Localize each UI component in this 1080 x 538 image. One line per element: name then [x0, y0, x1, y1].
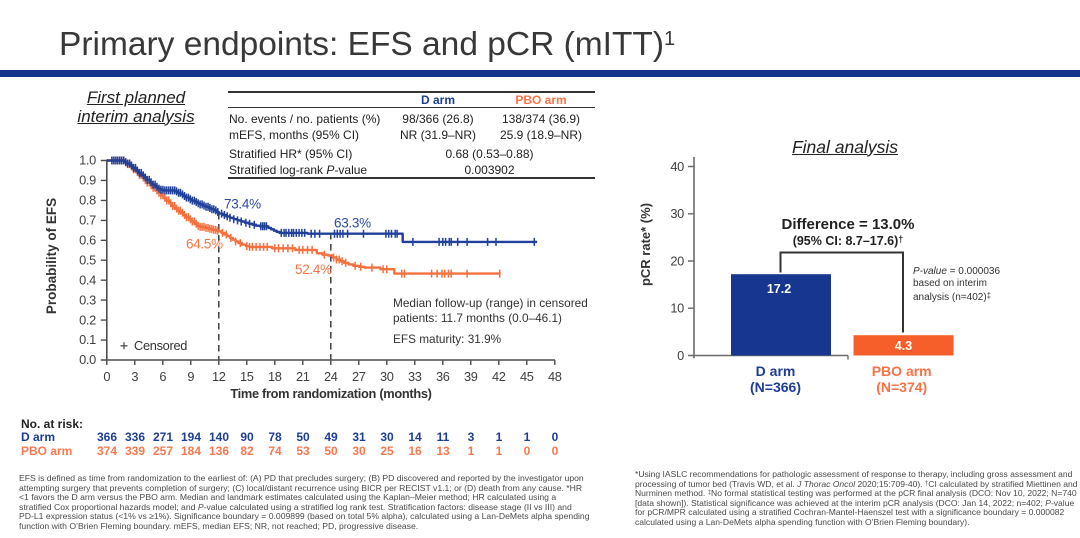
svg-text:15: 15 [240, 369, 254, 384]
svg-text:Probability of EFS: Probability of EFS [44, 198, 59, 314]
svg-text:27: 27 [352, 369, 366, 384]
svg-text:0.6: 0.6 [79, 233, 96, 248]
svg-text:0.8: 0.8 [79, 193, 96, 208]
svg-text:48: 48 [548, 369, 562, 384]
svg-text:0.4: 0.4 [79, 272, 96, 287]
svg-text:30: 30 [380, 369, 394, 384]
svg-text:73.4%: 73.4% [224, 197, 261, 212]
svg-text:0: 0 [103, 369, 110, 384]
svg-text:0.0: 0.0 [79, 352, 96, 367]
svg-text:Time from randomization (month: Time from randomization (months) [230, 386, 431, 401]
svg-text:64.5%: 64.5% [186, 237, 223, 252]
svg-text:45: 45 [520, 369, 534, 384]
svg-text:18: 18 [268, 369, 282, 384]
svg-text:63.3%: 63.3% [334, 216, 371, 231]
svg-text:36: 36 [436, 369, 450, 384]
svg-text:52.4%: 52.4% [295, 262, 332, 277]
svg-text:0.2: 0.2 [79, 312, 96, 327]
svg-text:4.3: 4.3 [895, 339, 912, 353]
svg-text:39: 39 [464, 369, 478, 384]
svg-text:9: 9 [187, 369, 194, 384]
svg-text:12: 12 [212, 369, 226, 384]
svg-text:6: 6 [159, 369, 166, 384]
svg-text:10: 10 [670, 301, 684, 316]
svg-text:3: 3 [131, 369, 138, 384]
svg-text:40: 40 [670, 159, 684, 174]
svg-text:0.7: 0.7 [79, 213, 96, 228]
svg-text:Censored: Censored [134, 338, 187, 353]
svg-text:42: 42 [492, 369, 506, 384]
svg-text:0.1: 0.1 [79, 332, 96, 347]
svg-text:21: 21 [296, 369, 310, 384]
svg-text:17.2: 17.2 [767, 282, 791, 296]
svg-text:24: 24 [324, 369, 338, 384]
svg-text:1.0: 1.0 [79, 153, 96, 168]
svg-text:pCR rate* (%): pCR rate* (%) [638, 203, 653, 286]
svg-text:0: 0 [677, 348, 684, 363]
svg-text:30: 30 [670, 206, 684, 221]
svg-text:0.3: 0.3 [79, 292, 96, 307]
svg-text:0.5: 0.5 [79, 252, 96, 267]
svg-text:33: 33 [408, 369, 422, 384]
svg-text:20: 20 [670, 253, 684, 268]
svg-text:0.9: 0.9 [79, 173, 96, 188]
